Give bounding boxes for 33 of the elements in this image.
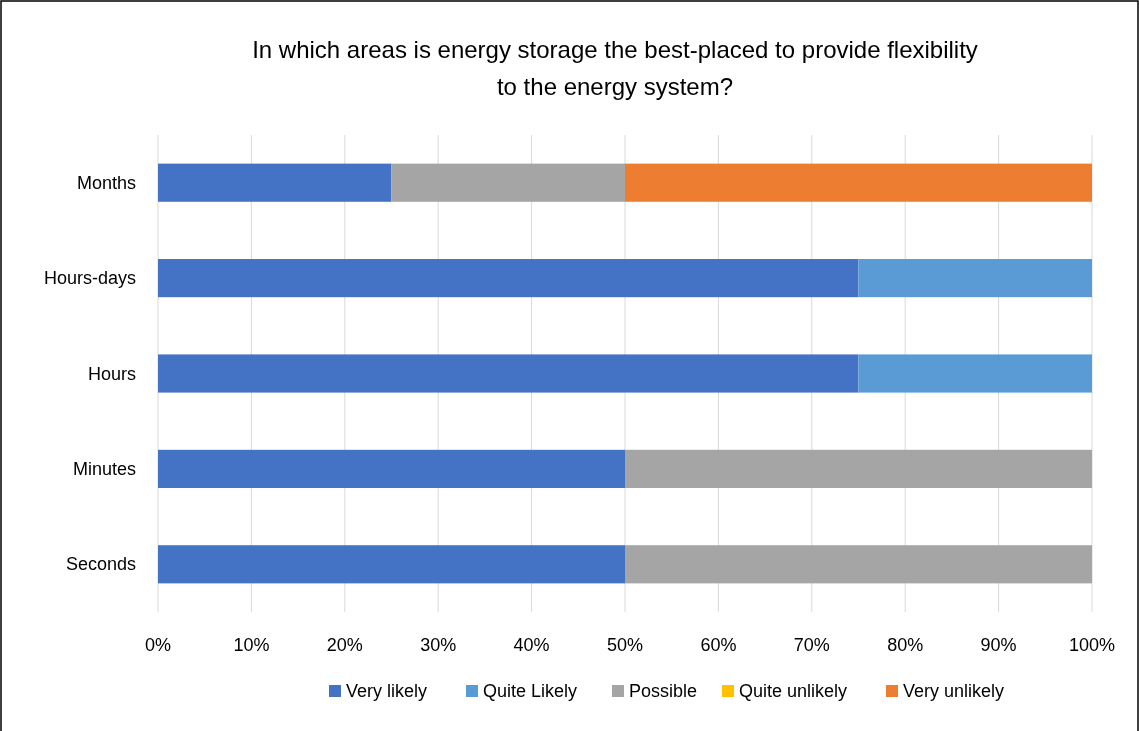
x-tick-label: 0%: [144, 635, 172, 655]
bar: [158, 259, 859, 298]
x-tick-label: 30%: [420, 635, 457, 655]
x-tick-label: 50%: [606, 635, 644, 655]
legend-label: Very likely: [346, 681, 428, 701]
x-tick-label: 40%: [513, 635, 550, 655]
bar: [158, 354, 859, 393]
x-tick-label: 20%: [326, 635, 363, 655]
bar: [625, 545, 1092, 584]
y-tick-label: Hours: [87, 363, 136, 384]
x-tick-label: 100%: [1068, 635, 1116, 655]
chart-title: In which areas is energy storage the best-placed to provide flexibility to the energy system?: [252, 36, 978, 100]
bar: [858, 354, 1092, 393]
x-tick-label: 80%: [887, 635, 924, 655]
bar: [858, 259, 1092, 298]
y-tick-label: Minutes: [72, 458, 136, 479]
legend-label: Quite unlikely: [739, 681, 848, 701]
x-tick-label: 60%: [700, 635, 737, 655]
bar: [158, 545, 625, 584]
x-tick-label: 90%: [980, 635, 1017, 655]
bar: [391, 163, 625, 202]
bar: [625, 449, 1092, 488]
legend-label: Possible: [629, 681, 698, 701]
legend-label: Very unlikely: [903, 681, 1005, 701]
bar: [158, 449, 625, 488]
bar: [625, 163, 1092, 202]
y-tick-label: Seconds: [65, 554, 136, 575]
legend-label: Quite Likely: [483, 681, 578, 701]
y-tick-label: Months: [76, 172, 136, 193]
y-tick-label: Hours-days: [43, 268, 136, 289]
bar: [158, 163, 392, 202]
x-tick-label: 10%: [233, 635, 270, 655]
x-tick-label: 70%: [793, 635, 830, 655]
